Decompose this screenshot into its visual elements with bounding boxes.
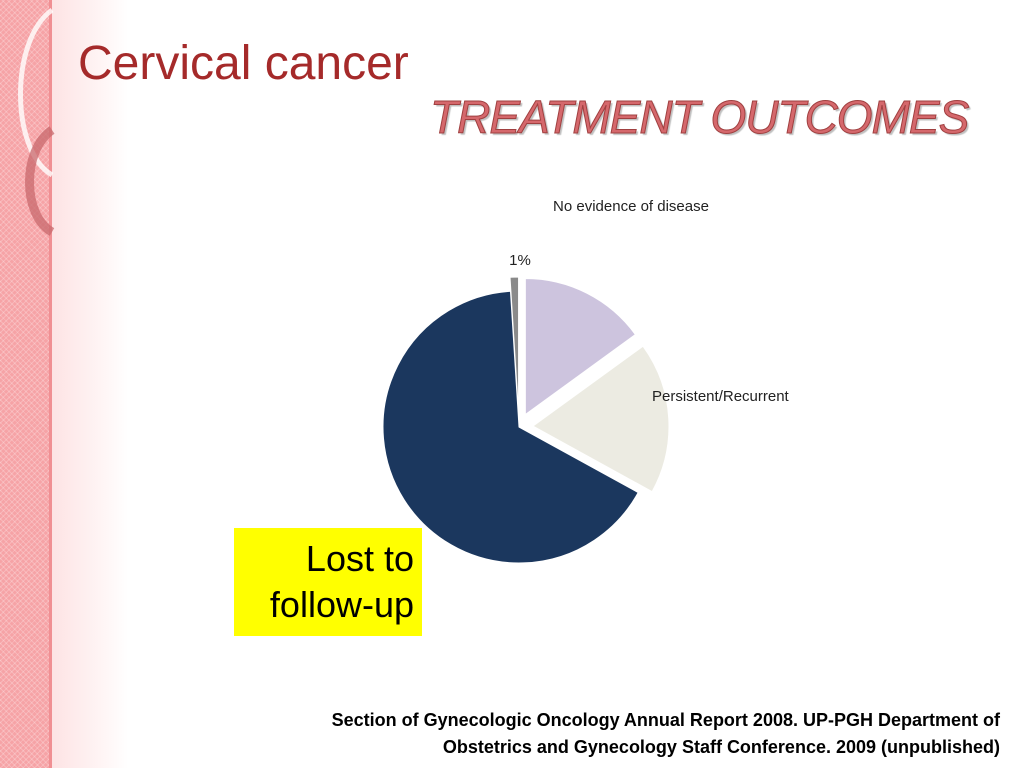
pie-slice-persistent-recurrent xyxy=(532,345,670,493)
pie-slice-lost-to-follow-up xyxy=(382,290,639,564)
slide-title: Cervical cancer xyxy=(78,37,409,90)
source-citation: Section of Gynecologic Oncology Annual R… xyxy=(140,707,1000,761)
label-persistent-recurrent: Persistent/Recurrent xyxy=(652,388,790,405)
data-label-small-slice: 1% xyxy=(509,252,531,269)
decorative-arcs xyxy=(18,7,55,236)
citation-line-1: Section of Gynecologic Oncology Annual R… xyxy=(331,710,1000,730)
slide-subtitle: TREATMENT OUTCOMES xyxy=(429,91,969,144)
label-no-evidence-of-disease: No evidence of disease xyxy=(553,198,709,215)
lost-line-1: Lost to xyxy=(305,538,414,579)
pie-slice-no-evidence-of-disease xyxy=(524,278,637,416)
lost-line-2: follow-up xyxy=(269,584,414,625)
pie-slices xyxy=(382,276,670,564)
citation-line-2: Obstetrics and Gynecology Staff Conferen… xyxy=(442,737,1000,757)
pie-chart: No evidence of disease 1% Persistent/Rec… xyxy=(382,198,790,564)
label-lost-to-follow-up: Lost to follow-up xyxy=(234,528,422,636)
decorative-soft-band xyxy=(52,0,128,768)
pie-slice-small-slice xyxy=(509,276,520,414)
